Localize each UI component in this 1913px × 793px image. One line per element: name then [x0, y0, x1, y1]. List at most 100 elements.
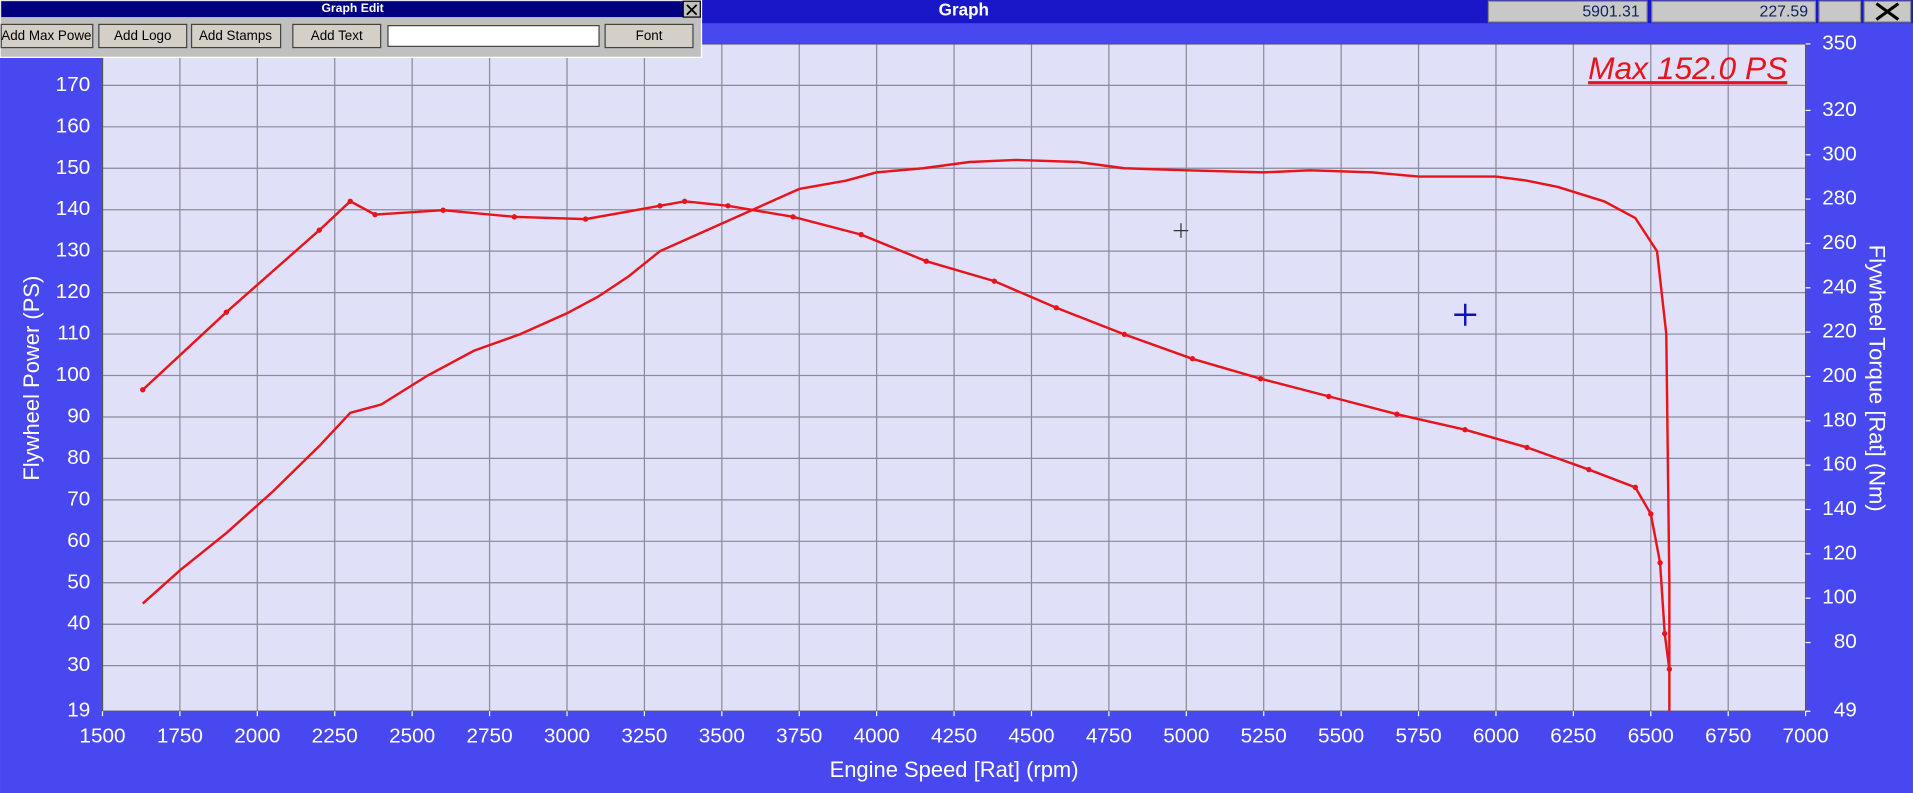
point: [223, 309, 230, 315]
x-tick-label: 5750: [1395, 724, 1441, 747]
button-label: Add Stamps: [199, 28, 272, 43]
x-tick-label: 4750: [1086, 724, 1132, 747]
button[interactable]: [604, 23, 694, 49]
x-tick-label: 3000: [544, 724, 590, 747]
x-tick-label: 4000: [854, 724, 900, 747]
window-title: Graph: [939, 0, 989, 19]
close-icon: [1875, 2, 1900, 21]
point: [1662, 630, 1668, 637]
restore-button[interactable]: [1818, 0, 1862, 23]
x-tick-label: 2750: [467, 724, 513, 747]
point: [1586, 466, 1592, 473]
point: [1462, 427, 1468, 433]
y2-tick-label: 49: [1834, 699, 1857, 722]
toolbar-title: Graph Edit: [321, 1, 383, 15]
button-label: Font: [636, 28, 663, 43]
y-tick-label: 100: [56, 363, 91, 386]
y-axis-label: Flywheel Power (PS): [19, 276, 44, 481]
x-tick-label: 3500: [699, 724, 745, 747]
y2-tick-label: 240: [1822, 275, 1857, 298]
button-label: Add Text: [311, 28, 363, 43]
point: [1648, 511, 1654, 517]
x-tick-label: 3750: [776, 724, 822, 747]
point: [1666, 666, 1673, 672]
button-label: Add Logo: [114, 28, 171, 43]
y-tick-label: 90: [67, 404, 90, 427]
button[interactable]: [190, 23, 282, 49]
y2-tick-label: 280: [1822, 187, 1857, 210]
point: [1657, 560, 1663, 566]
point: [681, 198, 688, 205]
x-tick-label: 3250: [621, 724, 667, 747]
y-tick-label: 140: [56, 197, 91, 220]
x-tick-label: 2000: [234, 724, 280, 747]
readout: 227.59: [1760, 3, 1809, 20]
x-tick-label: 6500: [1628, 724, 1674, 747]
x-axis-label: Engine Speed [Rat] (rpm): [830, 757, 1079, 782]
point: [1053, 305, 1059, 311]
point: [1121, 331, 1128, 338]
point: [372, 211, 378, 218]
y2-tick-label: 100: [1822, 586, 1857, 609]
y-tick-label: 170: [56, 73, 91, 96]
point: [1524, 444, 1530, 451]
x-tick-label: 2250: [312, 724, 358, 747]
y-tick-label: 150: [56, 156, 91, 179]
y2-tick-label: 320: [1822, 98, 1857, 121]
point: [582, 216, 589, 222]
x-tick-label: 5500: [1318, 724, 1364, 747]
readout: 5901.31: [1582, 3, 1640, 20]
x-tick-label: 6750: [1705, 724, 1751, 747]
point: [347, 198, 353, 205]
y-tick-label: 130: [56, 239, 91, 262]
y-tick-label: 120: [56, 280, 91, 303]
readout-box: [1651, 0, 1816, 23]
x-tick-label: 1750: [157, 724, 203, 747]
x-tick-label: 4250: [931, 724, 977, 747]
y2-tick-label: 260: [1822, 231, 1857, 254]
close-icon: [686, 4, 698, 16]
y2-tick-label: 120: [1822, 541, 1857, 564]
x-tick-label: 6000: [1473, 724, 1519, 747]
cursor: [1173, 223, 1189, 238]
y-tick-label: 40: [67, 612, 90, 635]
point: [1632, 484, 1638, 491]
y2-tick-label: 160: [1822, 453, 1857, 476]
point: [1189, 356, 1196, 362]
y-tick-label: 80: [67, 446, 90, 469]
y-tick-label: 110: [57, 322, 90, 345]
curve: [141, 158, 1671, 712]
y-tick-label: 19: [67, 699, 90, 722]
y2-tick-label: 80: [1834, 630, 1857, 653]
point: [1326, 393, 1332, 400]
button[interactable]: [98, 23, 188, 49]
point: [440, 207, 446, 213]
toolbar-title-bar: [1, 1, 701, 18]
y2-tick-label: 300: [1822, 142, 1857, 165]
x-tick-label: 7000: [1783, 724, 1829, 747]
y2-tick-label: 200: [1822, 364, 1857, 387]
annotation: Max 152.0 PS: [1588, 50, 1787, 86]
grid: [101, 43, 1807, 712]
x-tick-label: 5000: [1163, 724, 1209, 747]
x-tick-label: 4500: [1008, 724, 1054, 747]
point: [511, 214, 518, 220]
point: [140, 387, 146, 393]
y-tick-label: 30: [67, 653, 90, 676]
point: [790, 214, 796, 220]
button[interactable]: [292, 23, 382, 49]
x-tick-label: 5250: [1241, 724, 1287, 747]
point: [991, 278, 997, 284]
x-tick-label: 6250: [1550, 724, 1596, 747]
point: [316, 227, 322, 233]
y-tick-label: 70: [67, 487, 90, 510]
y-tick-label: 160: [56, 114, 91, 137]
y2-tick-label: 180: [1822, 408, 1857, 431]
point: [725, 203, 731, 209]
button[interactable]: [0, 23, 94, 49]
x-tick-label: 1500: [79, 724, 125, 747]
y2-tick-label: 350: [1822, 31, 1857, 54]
y-tick-label: 50: [67, 570, 90, 593]
text-input[interactable]: [387, 25, 600, 47]
